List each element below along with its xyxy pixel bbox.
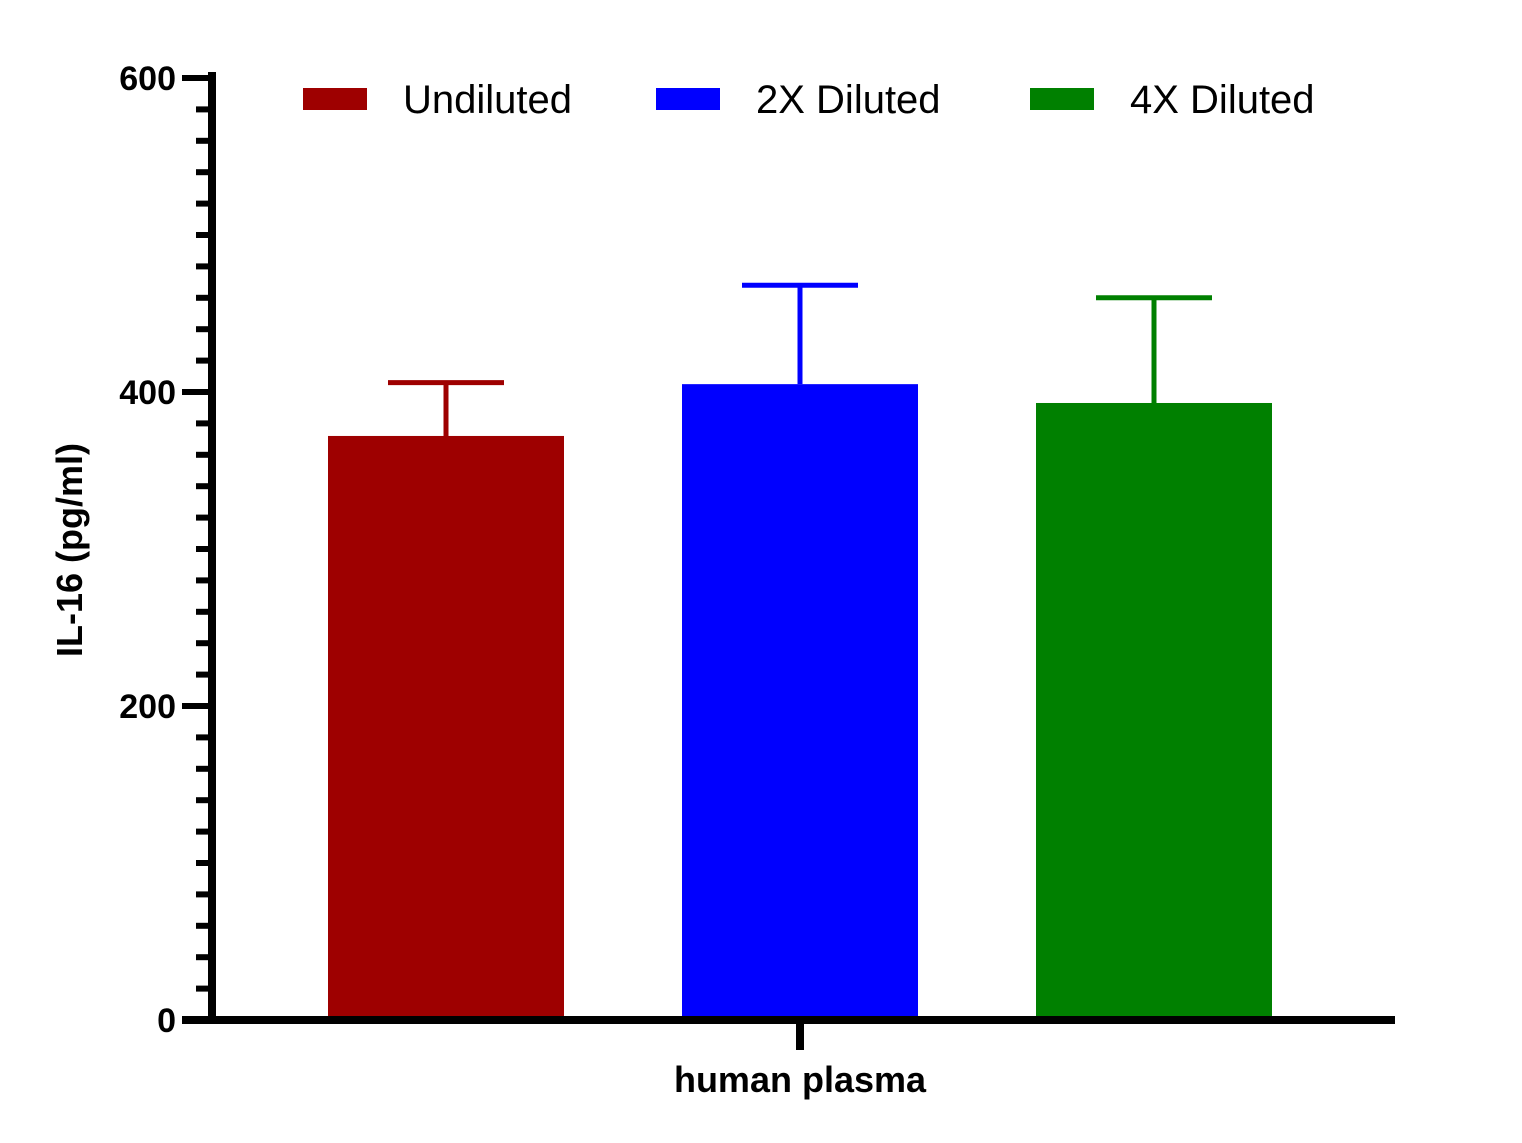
legend: Undiluted 2X Diluted 4X Diluted bbox=[303, 78, 1315, 122]
bar bbox=[682, 384, 918, 1020]
y-axis-title: IL-16 (pg/ml) bbox=[49, 443, 90, 657]
bars-group bbox=[328, 282, 1272, 1021]
x-axis-title: human plasma bbox=[674, 1059, 927, 1100]
bar bbox=[328, 435, 564, 1021]
legend-label: 2X Diluted bbox=[756, 78, 941, 122]
legend-label: Undiluted bbox=[403, 78, 572, 122]
legend-swatch bbox=[1030, 88, 1094, 110]
y-tick-label: 200 bbox=[119, 688, 176, 726]
legend-swatch bbox=[303, 88, 367, 110]
legend-label: 4X Diluted bbox=[1130, 78, 1315, 122]
y-tick-label: 0 bbox=[157, 1002, 176, 1040]
y-axis-ticks: 0 200 400 600 bbox=[119, 60, 212, 1040]
y-tick-label: 400 bbox=[119, 374, 176, 412]
legend-swatch bbox=[656, 88, 720, 110]
y-tick-label: 600 bbox=[119, 60, 176, 98]
bar bbox=[1036, 402, 1272, 1020]
